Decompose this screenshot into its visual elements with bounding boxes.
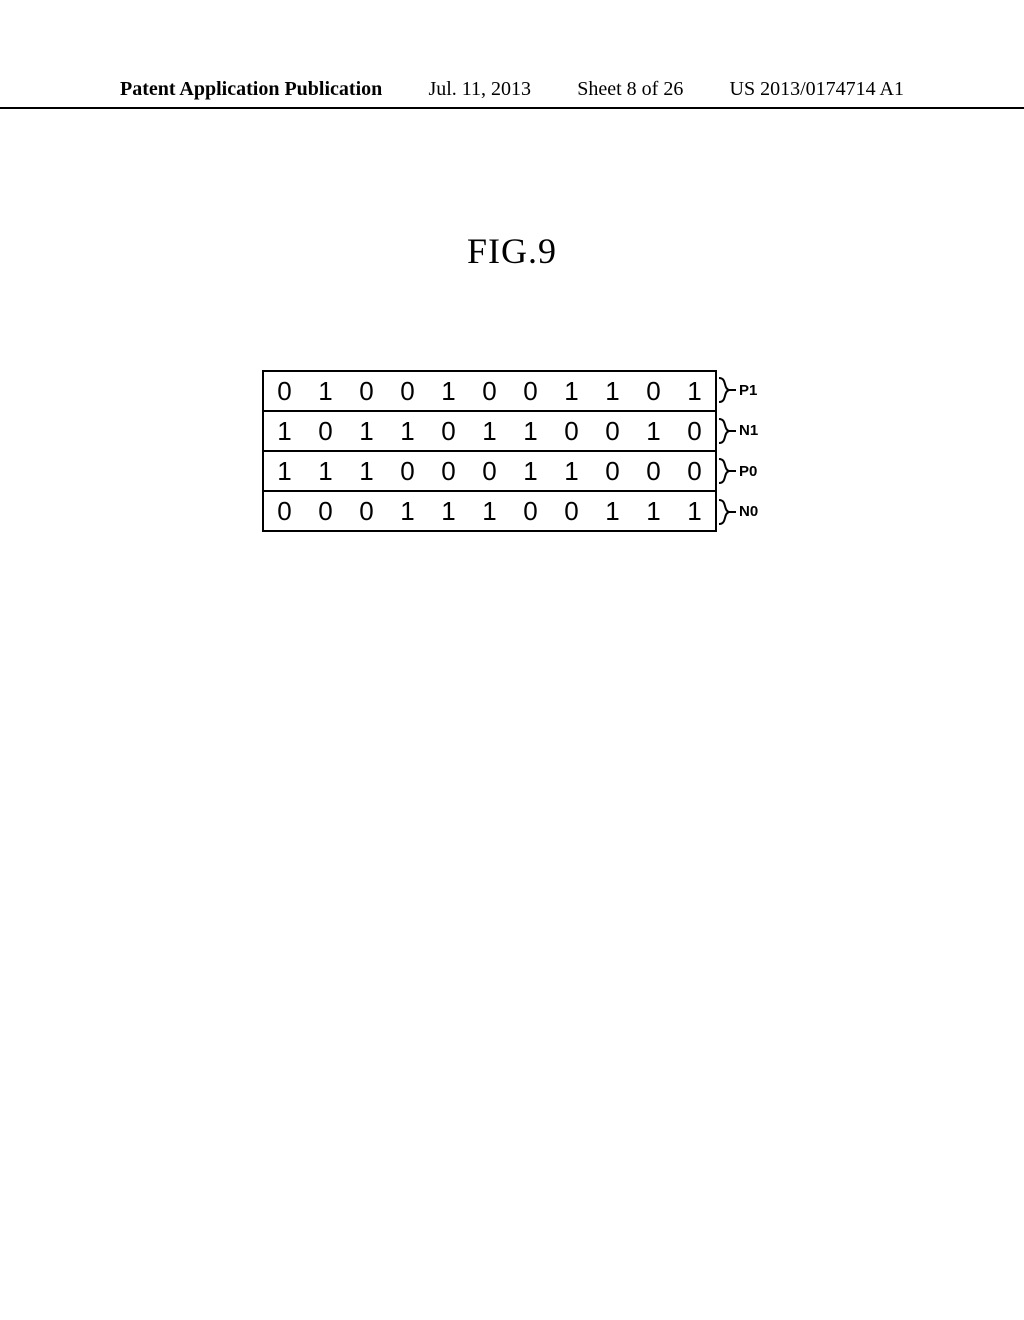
bit-cell: 0 xyxy=(674,411,716,451)
bit-cell: 0 xyxy=(510,491,551,531)
row-label: N0 xyxy=(719,492,758,532)
bit-cell: 0 xyxy=(428,451,469,491)
bit-cell: 0 xyxy=(510,371,551,411)
bit-row: 11100011000 xyxy=(263,451,716,491)
bit-row: 10110110010 xyxy=(263,411,716,451)
brace-icon xyxy=(719,413,737,449)
bit-cell: 0 xyxy=(387,371,428,411)
bit-cell: 0 xyxy=(387,451,428,491)
row-label-text: N0 xyxy=(739,503,758,520)
bit-cell: 1 xyxy=(469,411,510,451)
header-right: US 2013/0174714 A1 xyxy=(730,78,904,101)
bit-cell: 1 xyxy=(346,451,387,491)
row-label: P1 xyxy=(719,370,758,410)
bit-cell: 0 xyxy=(263,371,305,411)
figure-body: 0100100110110110110010111000110000001110… xyxy=(262,370,758,532)
bit-cell: 1 xyxy=(551,371,592,411)
bit-cell: 1 xyxy=(263,451,305,491)
bit-cell: 1 xyxy=(428,371,469,411)
bit-cell: 0 xyxy=(428,411,469,451)
bit-cell: 0 xyxy=(305,491,346,531)
bit-cell: 0 xyxy=(674,451,716,491)
bit-cell: 1 xyxy=(469,491,510,531)
bit-cell: 1 xyxy=(510,411,551,451)
brace-icon xyxy=(719,372,737,408)
brace-icon xyxy=(719,453,737,489)
bit-cell: 1 xyxy=(633,411,674,451)
row-label: N1 xyxy=(719,411,758,451)
bit-cell: 0 xyxy=(592,411,633,451)
row-label-text: P1 xyxy=(739,382,757,399)
row-labels: P1 N1 P0 N0 xyxy=(717,370,758,532)
bit-row: 00011100111 xyxy=(263,491,716,531)
bit-cell: 1 xyxy=(387,411,428,451)
bit-cell: 1 xyxy=(592,491,633,531)
bit-cell: 0 xyxy=(346,371,387,411)
bit-cell: 1 xyxy=(263,411,305,451)
bit-cell: 0 xyxy=(469,451,510,491)
bit-cell: 1 xyxy=(551,451,592,491)
bit-cell: 1 xyxy=(428,491,469,531)
bit-cell: 1 xyxy=(633,491,674,531)
bit-cell: 0 xyxy=(592,451,633,491)
figure-title: FIG.9 xyxy=(0,230,1024,272)
bit-cell: 0 xyxy=(469,371,510,411)
bit-cell: 1 xyxy=(510,451,551,491)
bit-cell: 0 xyxy=(305,411,346,451)
bit-cell: 0 xyxy=(633,451,674,491)
bit-cell: 0 xyxy=(551,491,592,531)
bit-cell: 1 xyxy=(305,451,346,491)
header-sheet: Sheet 8 of 26 xyxy=(577,78,683,101)
bit-cell: 1 xyxy=(387,491,428,531)
bit-cell: 0 xyxy=(263,491,305,531)
row-label-text: N1 xyxy=(739,422,758,439)
row-label-text: P0 xyxy=(739,463,757,480)
header-left: Patent Application Publication xyxy=(120,78,382,101)
row-label: P0 xyxy=(719,451,758,491)
brace-icon xyxy=(719,494,737,530)
header-date: Jul. 11, 2013 xyxy=(428,78,531,101)
bit-cell: 1 xyxy=(674,371,716,411)
bit-cell: 0 xyxy=(551,411,592,451)
page: Patent Application Publication Jul. 11, … xyxy=(0,0,1024,1320)
bit-table: 0100100110110110110010111000110000001110… xyxy=(262,370,717,532)
bit-cell: 1 xyxy=(305,371,346,411)
bit-cell: 1 xyxy=(346,411,387,451)
bit-cell: 1 xyxy=(674,491,716,531)
bit-row: 01001001101 xyxy=(263,371,716,411)
bit-cell: 0 xyxy=(633,371,674,411)
bit-cell: 0 xyxy=(346,491,387,531)
page-header: Patent Application Publication Jul. 11, … xyxy=(0,78,1024,109)
bit-cell: 1 xyxy=(592,371,633,411)
header-row: Patent Application Publication Jul. 11, … xyxy=(120,78,904,101)
